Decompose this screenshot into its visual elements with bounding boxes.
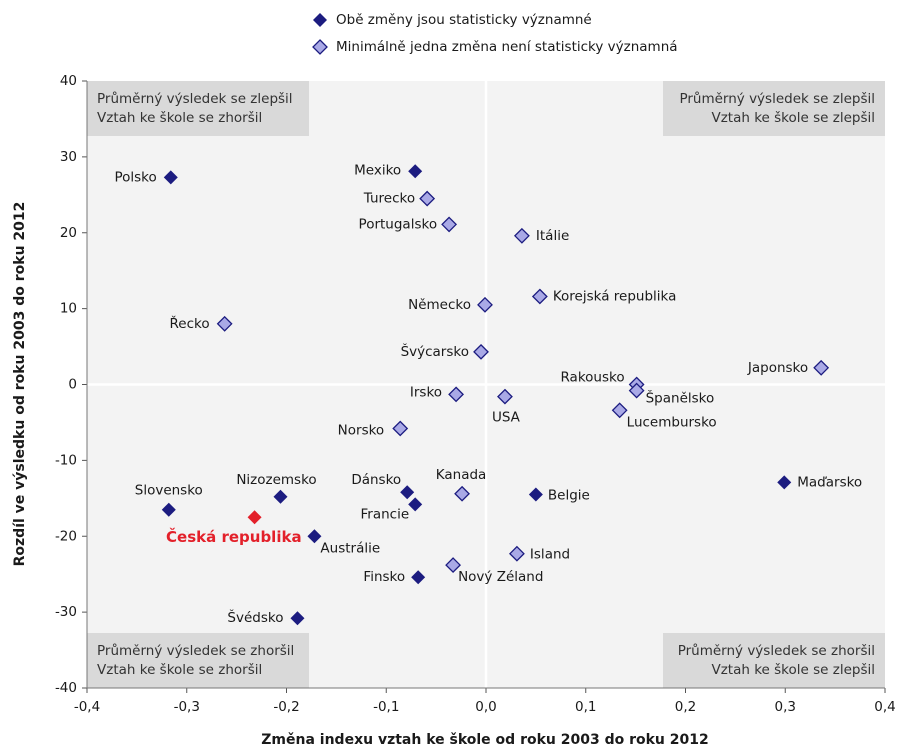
- x-tick-label: -0,3: [174, 699, 200, 715]
- point: [445, 557, 462, 574]
- x-tick-label: 0,4: [874, 699, 895, 715]
- point: [290, 611, 305, 626]
- point-label: Rakousko: [560, 370, 624, 386]
- point: [411, 570, 426, 585]
- y-tick-label: 30: [60, 149, 77, 165]
- point: [161, 502, 176, 517]
- point: [528, 487, 543, 502]
- quadrant-label: Průměrný výsledek se zlepšil: [97, 91, 293, 107]
- point-label: Německo: [408, 297, 471, 313]
- point: [628, 382, 645, 399]
- point-label: Nizozemsko: [236, 472, 316, 488]
- point: [163, 170, 178, 185]
- y-tick-label: -30: [55, 604, 77, 620]
- point-label: Polsko: [114, 169, 156, 185]
- point: [813, 359, 830, 376]
- y-axis-label: Rozdíl ve výsledku od roku 2003 do roku …: [12, 202, 28, 567]
- legend-label: Minimálně jedna změna není statisticky v…: [336, 39, 678, 55]
- point-label: Lucembursko: [627, 414, 717, 430]
- point: [473, 343, 489, 360]
- point-label: Švédsko: [227, 608, 283, 626]
- point: [448, 386, 464, 403]
- point: [497, 388, 513, 405]
- legend-marker: [312, 39, 328, 55]
- point: [216, 315, 233, 332]
- point-label: Finsko: [363, 569, 405, 585]
- quadrant-box: [87, 81, 309, 136]
- point-label: Mexiko: [354, 162, 401, 178]
- point-label: Norsko: [338, 423, 385, 439]
- y-tick-label: -10: [55, 452, 77, 468]
- quadrant-box: [87, 633, 309, 688]
- point-label: Itálie: [536, 228, 569, 244]
- point-label: USA: [492, 410, 521, 426]
- point: [408, 497, 423, 512]
- point: [513, 227, 530, 244]
- highlight-point: [247, 510, 262, 525]
- point: [408, 164, 423, 179]
- point-label: Maďarsko: [797, 474, 862, 490]
- point-label: Island: [530, 547, 570, 563]
- y-tick-label: 20: [60, 225, 77, 241]
- x-tick-label: -0,2: [273, 699, 299, 715]
- y-tick-label: 40: [60, 73, 77, 89]
- x-tick-label: 0,3: [775, 699, 796, 715]
- y-tick-label: -20: [55, 528, 77, 544]
- quadrant-box: [663, 81, 885, 136]
- point: [477, 296, 493, 313]
- point-label: Irsko: [410, 384, 442, 400]
- point: [531, 288, 548, 305]
- quadrant-label: Vztah ke škole se zlepšil: [711, 110, 875, 126]
- point-label: Korejská republika: [553, 288, 677, 304]
- point-label: Kanada: [436, 467, 487, 483]
- quadrant-label: Průměrný výsledek se zhoršil: [678, 643, 875, 659]
- point-label: Turecko: [363, 191, 415, 207]
- x-tick-label: 0,1: [575, 699, 596, 715]
- point: [419, 190, 436, 207]
- point: [611, 402, 628, 419]
- quadrant-label: Průměrný výsledek se zlepšil: [679, 91, 875, 107]
- point-label: Nový Zéland: [458, 569, 543, 585]
- point-label: Portugalsko: [359, 216, 438, 232]
- point-label: Japonsko: [747, 360, 808, 376]
- point: [509, 545, 525, 562]
- y-tick-label: 10: [60, 301, 77, 317]
- quadrant-label: Průměrný výsledek se zhoršil: [97, 643, 294, 659]
- point: [441, 216, 458, 233]
- point-label: Španělsko: [646, 389, 715, 407]
- point-label: Dánsko: [351, 472, 401, 488]
- point: [392, 420, 409, 437]
- x-axis-label: Změna indexu vztah ke škole od roku 2003…: [261, 732, 708, 748]
- quadrant-label: Vztah ke škole se zhoršil: [97, 662, 262, 678]
- point: [400, 485, 415, 500]
- point: [307, 529, 322, 544]
- point: [777, 475, 792, 490]
- x-tick-label: -0,1: [373, 699, 399, 715]
- x-tick-label: -0,4: [74, 699, 100, 715]
- legend-label: Obě změny jsou statisticky významné: [336, 12, 592, 28]
- x-tick-label: 0,0: [475, 699, 496, 715]
- point-label: Řecko: [170, 315, 210, 332]
- point-label: Slovensko: [135, 483, 203, 499]
- quadrant-label: Vztah ke škole se zlepšil: [711, 662, 875, 678]
- y-tick-label: 0: [68, 377, 77, 393]
- highlight-label: Česká republika: [166, 527, 302, 546]
- x-tick-label: 0,2: [675, 699, 696, 715]
- legend-marker: [313, 13, 327, 27]
- point: [454, 485, 470, 502]
- point-label: Švýcarsko: [401, 342, 469, 360]
- quadrant-label: Vztah ke škole se zhoršil: [97, 110, 262, 126]
- point: [273, 489, 288, 504]
- point-label: Austrálie: [320, 540, 380, 556]
- point-label: Francie: [361, 506, 410, 522]
- point-label: Belgie: [548, 488, 590, 504]
- quadrant-box: [663, 633, 885, 688]
- y-tick-label: -40: [55, 680, 77, 696]
